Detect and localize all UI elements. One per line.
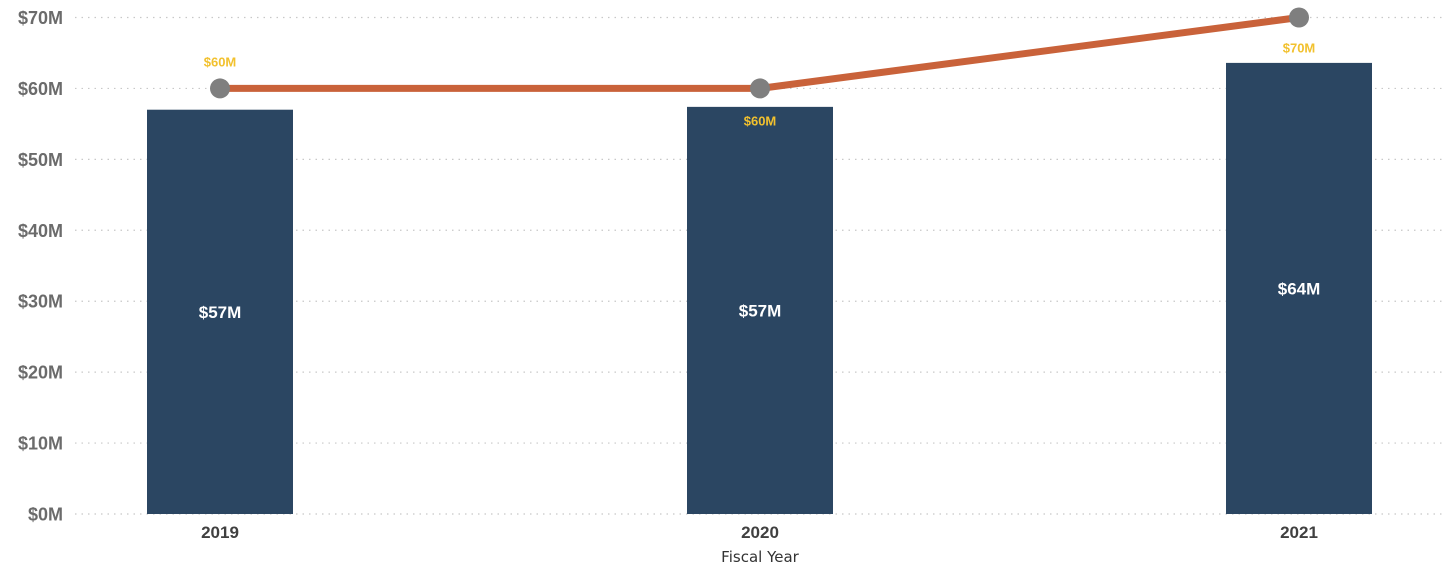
line-point	[210, 78, 230, 99]
line-data-label: $70M	[1283, 41, 1316, 56]
y-tick-label: $40M	[18, 221, 63, 241]
x-axis-title: Fiscal Year	[721, 548, 799, 566]
line-point	[750, 78, 770, 99]
y-tick-label: $50M	[18, 150, 63, 170]
y-tick-label: $0M	[28, 505, 63, 525]
bar-data-label: $57M	[739, 301, 782, 320]
y-tick-label: $70M	[18, 8, 63, 28]
x-tick-label: 2020	[741, 523, 779, 542]
y-tick-label: $20M	[18, 363, 63, 383]
bar-data-label: $57M	[199, 303, 242, 322]
y-tick-label: $60M	[18, 79, 63, 99]
y-tick-label: $10M	[18, 434, 63, 454]
bar-data-label: $64M	[1278, 279, 1321, 298]
y-tick-label: $30M	[18, 292, 63, 312]
bar	[147, 109, 293, 514]
x-tick-label: 2021	[1280, 523, 1318, 542]
bar	[687, 106, 833, 515]
line-series: $60M $60M $70M	[204, 7, 1316, 128]
line-point	[1289, 7, 1309, 28]
x-axis-ticks: 2019 2020 2021	[201, 523, 1318, 542]
line-data-label: $60M	[744, 113, 777, 128]
bars: $57M $57M $64M	[147, 62, 1372, 515]
target-line	[216, 14, 1303, 92]
x-tick-label: 2019	[201, 523, 239, 542]
line-data-label: $60M	[204, 54, 237, 69]
y-axis-ticks: $0M $10M $20M $30M $40M $50M $60M $70M	[18, 8, 63, 525]
bar	[1226, 62, 1372, 514]
